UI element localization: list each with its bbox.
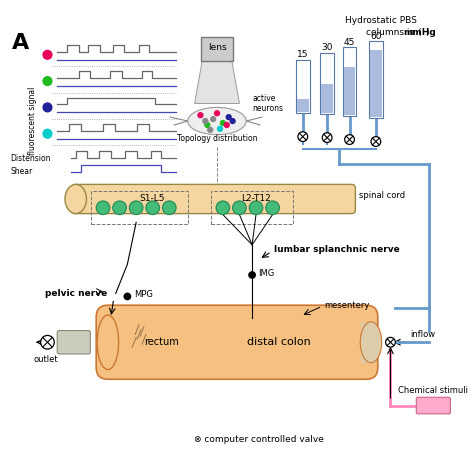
Circle shape xyxy=(163,201,176,215)
Circle shape xyxy=(146,201,160,215)
Text: distal colon: distal colon xyxy=(246,337,310,347)
Bar xyxy=(370,50,382,117)
Text: lens: lens xyxy=(208,44,227,53)
Text: ⊗ computer controlled valve: ⊗ computer controlled valve xyxy=(194,435,324,444)
Circle shape xyxy=(43,50,52,59)
Circle shape xyxy=(220,120,225,126)
Text: 60: 60 xyxy=(370,32,382,41)
Circle shape xyxy=(298,132,308,142)
Ellipse shape xyxy=(65,184,86,214)
Bar xyxy=(369,41,383,118)
Text: 45: 45 xyxy=(344,37,355,46)
Bar xyxy=(297,100,309,112)
Text: ): ) xyxy=(426,28,429,37)
Text: A: A xyxy=(12,33,30,54)
FancyBboxPatch shape xyxy=(96,305,378,379)
FancyBboxPatch shape xyxy=(201,37,233,61)
Circle shape xyxy=(216,201,230,215)
Polygon shape xyxy=(195,60,239,103)
Text: MPG: MPG xyxy=(134,290,153,299)
Ellipse shape xyxy=(188,108,246,135)
Circle shape xyxy=(249,201,263,215)
Circle shape xyxy=(322,133,332,143)
Ellipse shape xyxy=(360,322,382,363)
Text: spinal cord: spinal cord xyxy=(359,191,405,200)
Circle shape xyxy=(113,201,127,215)
Text: outlet: outlet xyxy=(33,356,58,365)
Text: lumbar splanchnic nerve: lumbar splanchnic nerve xyxy=(273,245,399,254)
Text: active
neurons: active neurons xyxy=(252,94,283,113)
Circle shape xyxy=(230,118,235,123)
Circle shape xyxy=(371,137,381,146)
Bar xyxy=(296,60,310,113)
Circle shape xyxy=(198,113,203,118)
Circle shape xyxy=(215,111,219,116)
Ellipse shape xyxy=(97,315,118,370)
Text: mesentery: mesentery xyxy=(324,301,370,310)
Circle shape xyxy=(96,201,110,215)
Bar xyxy=(320,53,334,114)
Circle shape xyxy=(203,118,208,123)
Circle shape xyxy=(248,271,256,279)
Bar xyxy=(361,322,376,363)
Circle shape xyxy=(224,122,229,128)
Text: IMG: IMG xyxy=(258,269,274,278)
Circle shape xyxy=(345,135,355,145)
Circle shape xyxy=(208,128,213,132)
Circle shape xyxy=(205,122,210,128)
Bar xyxy=(321,83,333,113)
FancyBboxPatch shape xyxy=(72,184,356,214)
Text: fluorescent signal: fluorescent signal xyxy=(28,87,37,155)
Circle shape xyxy=(41,336,55,349)
Text: columns in (: columns in ( xyxy=(366,28,422,37)
Text: rectum: rectum xyxy=(144,337,179,347)
Circle shape xyxy=(218,127,222,131)
Circle shape xyxy=(386,337,395,347)
Circle shape xyxy=(233,201,246,215)
Text: Distension: Distension xyxy=(10,154,51,163)
Text: Hydrostatic PBS: Hydrostatic PBS xyxy=(345,16,417,25)
Text: mmHg: mmHg xyxy=(403,28,436,37)
Bar xyxy=(343,47,356,116)
Text: Shear: Shear xyxy=(10,167,33,176)
FancyBboxPatch shape xyxy=(416,397,450,414)
Circle shape xyxy=(123,292,131,301)
Circle shape xyxy=(43,77,52,85)
FancyBboxPatch shape xyxy=(57,330,91,354)
Text: inflow: inflow xyxy=(410,330,435,339)
Text: 30: 30 xyxy=(321,44,333,53)
Text: 15: 15 xyxy=(297,50,309,59)
Text: S1-L5: S1-L5 xyxy=(139,194,164,203)
Text: pelvic nerve: pelvic nerve xyxy=(45,289,107,298)
Circle shape xyxy=(266,201,279,215)
Circle shape xyxy=(210,117,216,121)
Text: L2-T12: L2-T12 xyxy=(241,194,271,203)
Circle shape xyxy=(43,129,52,138)
Bar xyxy=(344,67,356,115)
Circle shape xyxy=(129,201,143,215)
Circle shape xyxy=(226,115,231,119)
Circle shape xyxy=(43,103,52,112)
Text: Chemical stimuli: Chemical stimuli xyxy=(398,386,468,395)
Text: Topology distribution: Topology distribution xyxy=(177,134,257,143)
